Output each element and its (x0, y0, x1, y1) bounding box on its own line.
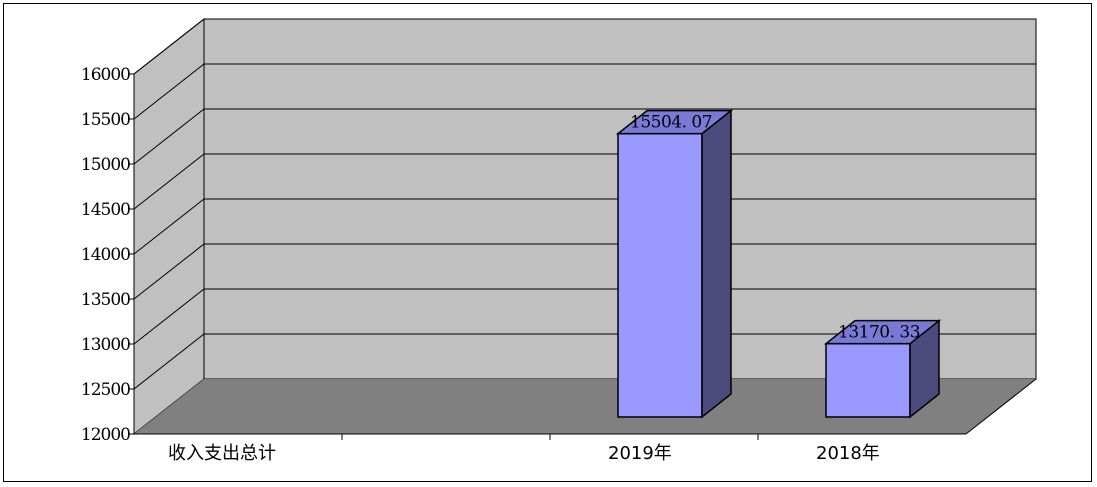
y-tick-label: 12500 (81, 380, 130, 400)
bar[interactable] (617, 132, 703, 418)
x-tick-label: 2019年 (608, 443, 672, 464)
bar[interactable] (825, 342, 911, 418)
gridline (133, 18, 1036, 75)
floor-edge (965, 378, 1037, 435)
gridline (133, 108, 1036, 165)
gridline (133, 198, 1036, 255)
y-tick-label: 14000 (81, 245, 130, 265)
bar-top (823, 319, 942, 345)
floor (134, 379, 1036, 434)
y-tick-label: 12000 (81, 425, 130, 445)
y-tick-label: 13500 (81, 290, 130, 310)
y-tick-label: 16000 (81, 65, 130, 85)
y-tick-label: 14500 (81, 200, 130, 220)
y-tick-label: 15500 (81, 110, 130, 130)
data-label: 13170. 33 (838, 323, 920, 343)
x-tick-label: 2018年 (816, 443, 880, 464)
y-tick-label: 13000 (81, 335, 130, 355)
y-tick-label: 15000 (81, 155, 130, 175)
gridline (133, 333, 1036, 390)
x-tick-label: 收入支出总计 (168, 443, 276, 464)
bar-top (615, 109, 734, 135)
gridline (133, 243, 1036, 300)
gridline (133, 153, 1036, 210)
data-label: 15504. 07 (630, 113, 712, 133)
gridline (133, 63, 1036, 120)
bar-side (701, 109, 732, 419)
gridline (133, 288, 1036, 345)
